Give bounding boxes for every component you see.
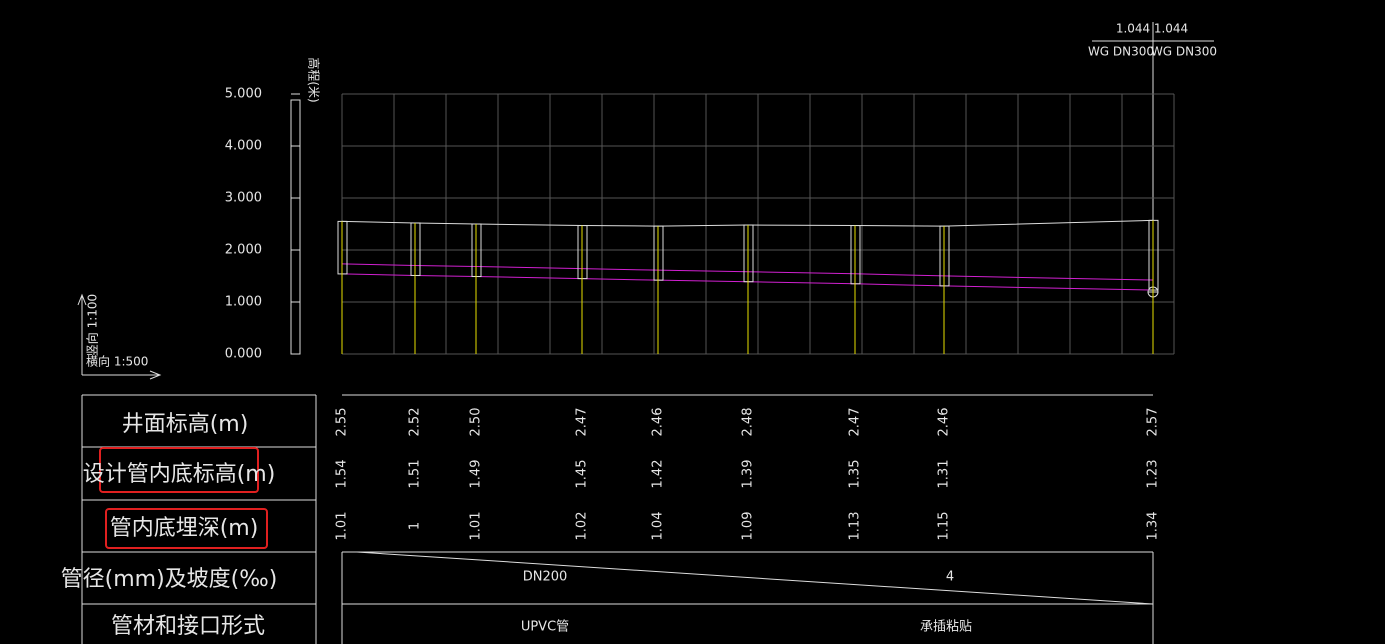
pipe-size: DN200: [523, 570, 568, 585]
scale-bar: [290, 99, 301, 355]
table-frame: [81, 394, 1154, 644]
cell-value: 1.13: [848, 512, 863, 541]
horizontal-scale: 横向 1:500: [86, 354, 148, 369]
vertical-scale: 竖向 1:100: [85, 294, 100, 356]
cell-value: 2.47: [848, 408, 863, 437]
elevation-label: 1.044: [1154, 22, 1188, 36]
cell-value: 1: [408, 522, 423, 530]
row-label: 井面标高(m): [122, 412, 249, 437]
highlight-box: [105, 508, 268, 549]
cell-value: 2.48: [741, 408, 756, 437]
cell-value: 1.04: [651, 512, 666, 541]
y-tick-label: 5.000: [225, 87, 262, 102]
axis-title: 高程(米): [307, 57, 322, 102]
cell-value: 2.50: [469, 408, 484, 437]
pipe-joint: 承插粘贴: [920, 620, 972, 635]
row-label: 设计管内底标高(m): [83, 462, 276, 487]
pipe-slope: 4: [946, 570, 954, 585]
y-tick-label: 0.000: [225, 347, 262, 362]
cell-value: 1.15: [937, 512, 952, 541]
cell-value: 1.02: [575, 512, 590, 541]
cell-value: 1.34: [1146, 512, 1161, 541]
cell-value: 1.35: [848, 460, 863, 489]
cell-value: 1.51: [408, 460, 423, 489]
row-label: 管内底埋深(m): [110, 516, 259, 541]
cell-value: 1.45: [575, 460, 590, 489]
row-label: 管材和接口形式: [111, 614, 265, 639]
cell-value: 2.52: [408, 408, 423, 437]
pipe-label: WG DN300: [1151, 45, 1217, 59]
cell-value: 1.01: [469, 512, 484, 541]
pipe-label: WG DN300: [1088, 45, 1154, 59]
cell-value: 1.01: [335, 512, 350, 541]
y-tick-label: 1.000: [225, 295, 262, 310]
pipe-material: UPVC管: [521, 620, 569, 635]
highlight-box: [99, 447, 259, 493]
scale-icon: [77, 293, 162, 380]
y-tick-label: 4.000: [225, 139, 262, 154]
cell-value: 2.46: [651, 408, 666, 437]
cell-value: 2.55: [335, 408, 350, 437]
cell-value: 1.42: [651, 460, 666, 489]
row-label: 管径(mm)及坡度(‰): [61, 567, 278, 592]
cell-value: 1.09: [741, 512, 756, 541]
y-tick-label: 2.000: [225, 243, 262, 258]
elevation-label: 1.044: [1116, 22, 1150, 36]
y-tick-label: 3.000: [225, 191, 262, 206]
cell-value: 2.57: [1146, 408, 1161, 437]
cell-value: 1.49: [469, 460, 484, 489]
cell-value: 1.39: [741, 460, 756, 489]
cell-value: 1.54: [335, 460, 350, 489]
cell-value: 1.31: [937, 460, 952, 489]
cell-value: 2.47: [575, 408, 590, 437]
cell-value: 1.23: [1146, 460, 1161, 489]
cell-value: 2.46: [937, 408, 952, 437]
